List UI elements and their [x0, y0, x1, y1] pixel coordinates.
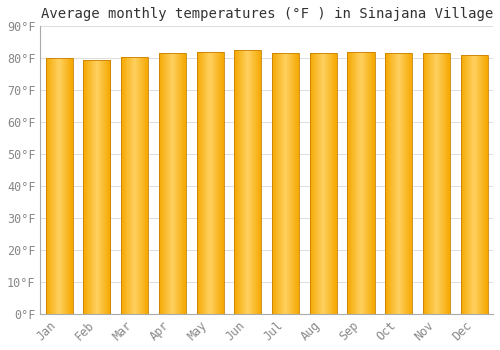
Bar	[84, 60, 110, 314]
Bar	[46, 58, 73, 314]
Bar	[196, 52, 224, 314]
Bar	[460, 55, 488, 314]
Bar	[121, 57, 148, 314]
Bar	[310, 54, 337, 314]
Title: Average monthly temperatures (°F ) in Sinajana Village: Average monthly temperatures (°F ) in Si…	[40, 7, 493, 21]
Bar	[423, 54, 450, 314]
Bar	[385, 54, 412, 314]
Bar	[348, 52, 374, 314]
Bar	[234, 50, 262, 314]
Bar	[159, 54, 186, 314]
Bar	[272, 54, 299, 314]
